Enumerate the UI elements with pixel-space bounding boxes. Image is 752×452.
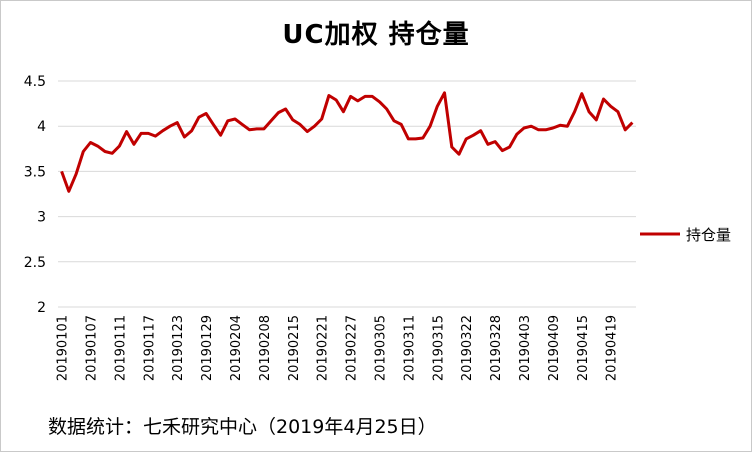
- y-tick-label: 4.5: [24, 74, 46, 90]
- x-tick-label: 20190215: [287, 315, 302, 381]
- x-tick-label: 20190117: [142, 315, 157, 381]
- x-tick-label: 20190221: [316, 315, 331, 381]
- series-line: [60, 91, 634, 193]
- legend-label: 持仓量: [686, 226, 731, 244]
- x-tick-label: 20190111: [113, 315, 128, 381]
- x-tick-label: 20190123: [171, 315, 186, 381]
- x-tick-label: 20190415: [576, 315, 591, 381]
- y-tick-label: 4: [37, 119, 46, 135]
- chart-title: UC加权 持仓量: [282, 20, 470, 50]
- x-tick-label: 20190107: [85, 315, 100, 381]
- x-tick-label: 20190403: [518, 315, 533, 381]
- y-tick-label: 2.5: [24, 255, 46, 271]
- x-tick-label: 20190419: [605, 315, 620, 381]
- data-source-note: 数据统计：七禾研究中心（2019年4月25日）: [48, 416, 437, 438]
- x-tick-label: 20190101: [56, 315, 71, 381]
- x-tick-label: 20190311: [402, 315, 417, 381]
- x-tick-label: 20190322: [460, 315, 475, 381]
- x-tick-label: 20190129: [200, 315, 215, 381]
- x-tick-label: 20190305: [374, 315, 389, 381]
- x-tick-label: 20190328: [489, 315, 504, 381]
- y-tick-label: 3.5: [24, 164, 46, 180]
- y-tick-label: 2: [37, 300, 46, 316]
- x-tick-label: 20190409: [547, 315, 562, 381]
- x-tick-label: 20190227: [345, 315, 360, 381]
- x-tick-label: 20190315: [431, 315, 446, 381]
- x-tick-label: 20190208: [258, 315, 273, 381]
- x-tick-label: 20190204: [229, 315, 244, 381]
- y-tick-label: 3: [37, 210, 46, 226]
